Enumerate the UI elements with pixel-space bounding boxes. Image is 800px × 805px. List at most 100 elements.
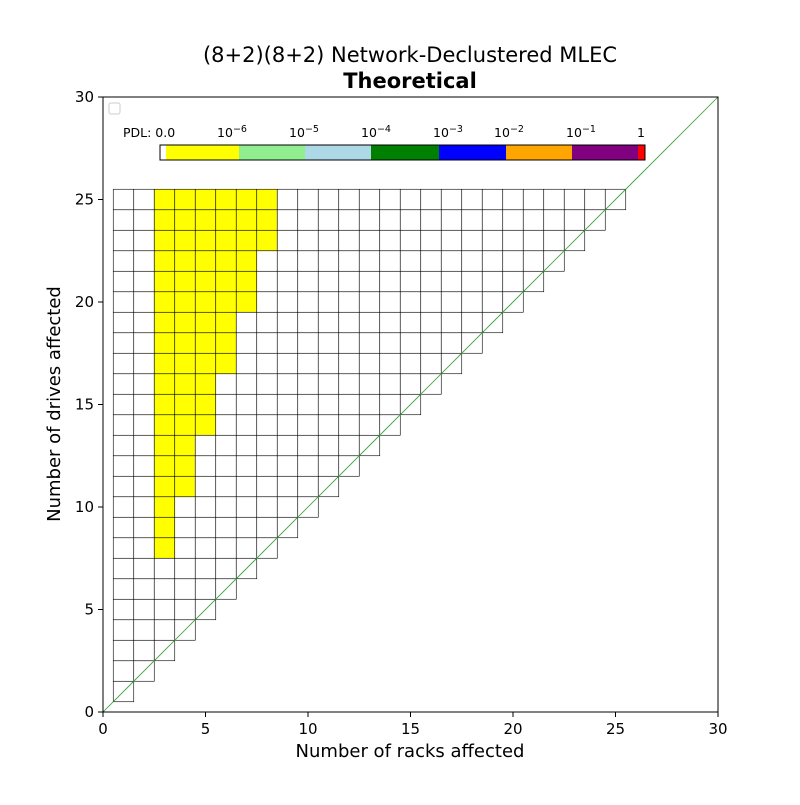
heatmap-cell <box>112 229 135 252</box>
heatmap-cell-filled <box>153 291 176 313</box>
heatmap-cell <box>543 209 565 231</box>
heatmap-cell <box>420 352 442 375</box>
heatmap-cell-filled <box>174 475 196 498</box>
heatmap-cell <box>338 250 360 272</box>
heatmap-cell <box>256 455 278 477</box>
heatmap-cell <box>194 578 217 600</box>
colorbar-label: 10−4 <box>361 124 391 140</box>
heatmap-cell-filled <box>174 291 196 313</box>
colorbar-segment <box>439 145 506 160</box>
heatmap-cell <box>379 229 401 252</box>
heatmap-cell <box>399 229 422 252</box>
heatmap-cell <box>133 475 155 498</box>
heatmap-cell <box>338 229 360 252</box>
heatmap-cell <box>420 291 442 313</box>
heatmap-cell <box>420 311 442 334</box>
heatmap-cell <box>194 455 217 477</box>
heatmap-cell <box>215 393 237 416</box>
heatmap-cell <box>112 496 135 518</box>
heatmap-cell <box>358 332 381 354</box>
heatmap-cell <box>133 414 155 436</box>
heatmap-cell <box>379 270 401 293</box>
heatmap-cell <box>297 270 319 293</box>
colorbar-segment <box>305 145 371 160</box>
heatmap-cell <box>256 373 278 395</box>
heatmap-cell <box>399 332 422 354</box>
colorbar: PDL: 0.0 10−6 10−5 10−4 10−3 10−2 10−1 1 <box>123 124 646 161</box>
heatmap-cell <box>174 516 196 539</box>
heatmap-cell <box>440 332 463 354</box>
heatmap-cell <box>133 229 155 252</box>
heatmap-cell-filled <box>153 455 176 477</box>
heatmap-cell-filled <box>153 311 176 334</box>
heatmap-cell <box>379 393 401 416</box>
heatmap-cell <box>481 188 504 211</box>
heatmap-cell <box>194 434 217 457</box>
heatmap-cell <box>543 188 565 211</box>
heatmap-cell <box>112 250 135 272</box>
heatmap-cell <box>174 598 196 621</box>
heatmap-cell <box>420 250 442 272</box>
heatmap-cell <box>276 352 299 375</box>
heatmap-cell <box>112 475 135 498</box>
heatmap-cell <box>358 414 381 436</box>
heatmap-cell <box>112 516 135 539</box>
colorbar-label: 10−1 <box>566 124 596 140</box>
heatmap-cell <box>276 455 299 477</box>
heatmap-cell <box>133 270 155 293</box>
heatmap-cell <box>276 373 299 395</box>
heatmap-cell <box>338 393 360 416</box>
colorbar-label: 10−2 <box>494 124 524 140</box>
heatmap-cell-filled <box>235 250 258 272</box>
heatmap-cell <box>338 332 360 354</box>
heatmap-cell <box>112 434 135 457</box>
heatmap-cell <box>235 516 258 539</box>
heatmap-cell <box>317 311 340 334</box>
heatmap-cell <box>276 475 299 498</box>
heatmap-cell <box>112 291 135 313</box>
heatmap-cell <box>317 229 340 252</box>
heatmap-cell-filled <box>174 270 196 293</box>
heatmap-cell-filled <box>194 393 217 416</box>
heatmap-cell-filled <box>174 332 196 354</box>
heatmap-cell <box>399 250 422 272</box>
heatmap-cell <box>215 496 237 518</box>
colorbar-label: 10−3 <box>433 124 463 140</box>
heatmap-cell <box>297 475 319 498</box>
heatmap-cell <box>215 414 237 436</box>
heatmap-cell <box>276 332 299 354</box>
heatmap-cell-filled <box>215 209 237 231</box>
heatmap-cell <box>420 229 442 252</box>
heatmap-cell-filled <box>153 373 176 395</box>
heatmap-cell <box>502 188 524 211</box>
heatmap-cell <box>297 188 319 211</box>
x-tick-label: 20 <box>503 720 522 738</box>
heatmap-cell <box>317 270 340 293</box>
heatmap-cell <box>297 311 319 334</box>
colorbar-segment <box>239 145 305 160</box>
heatmap-cell-filled <box>194 250 217 272</box>
heatmap-cell <box>297 455 319 477</box>
heatmap-cell <box>338 270 360 293</box>
heatmap-cell <box>174 578 196 600</box>
heatmap-cell <box>584 188 606 211</box>
heatmap-cell-filled <box>215 188 237 211</box>
heatmap-cell <box>461 188 483 211</box>
heatmap-cell <box>276 311 299 334</box>
heatmap-cell-filled <box>194 352 217 375</box>
y-tick-label: 20 <box>75 293 94 311</box>
heatmap-cell <box>112 332 135 354</box>
heatmap-cell <box>317 209 340 231</box>
heatmap-cell <box>153 557 176 580</box>
heatmap-cell <box>399 311 422 334</box>
heatmap-cell <box>235 373 258 395</box>
heatmap-cell <box>440 209 463 231</box>
heatmap-cell <box>297 414 319 436</box>
heatmap-cell <box>317 332 340 354</box>
heatmap-cell <box>317 393 340 416</box>
colorbar-label: PDL: 0.0 <box>123 125 175 140</box>
heatmap-cell-filled <box>235 291 258 313</box>
heatmap-cell-filled <box>256 209 278 231</box>
y-tick-label: 5 <box>84 601 94 619</box>
heatmap-cell <box>133 578 155 600</box>
